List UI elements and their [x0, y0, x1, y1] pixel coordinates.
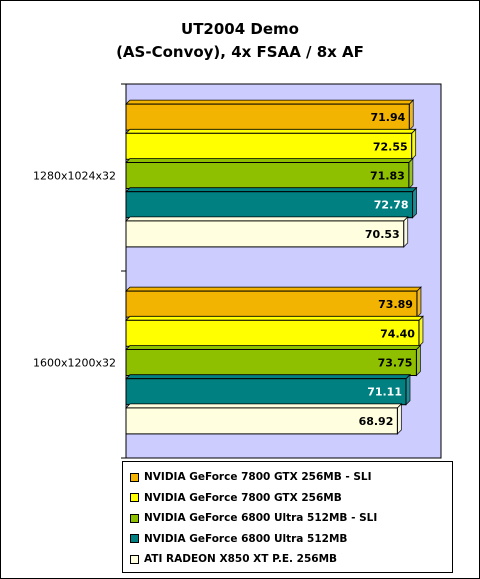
chart-legend: NVIDIA GeForce 7800 GTX 256MB - SLI NVIDI… [122, 461, 453, 573]
bar-side [412, 186, 417, 219]
legend-swatch [130, 513, 139, 523]
bar [125, 319, 420, 347]
legend-swatch [130, 472, 139, 482]
bar-value-label: 71.94 [370, 111, 405, 124]
bar-side [408, 99, 414, 132]
bar-value-label: 68.92 [359, 415, 394, 428]
bar-side [415, 344, 421, 377]
bar [125, 220, 405, 248]
bar-top [125, 374, 411, 380]
category-label: 1280x1024x32 [33, 170, 116, 183]
legend-label: ATI RADEON X850 XT P.E. 256MB [144, 553, 338, 565]
legend-item: ATI RADEON X850 XT P.E. 256MB [130, 550, 337, 568]
bar [125, 290, 418, 318]
legend-label: NVIDIA GeForce 6800 Ultra 512MB - SLI [144, 512, 378, 524]
bar-side [396, 402, 402, 435]
bar [125, 162, 410, 189]
bar-chart: 1280x1024x32 71.94 72.55 71.83 72.78 70.53 160… [33, 83, 442, 459]
legend-swatch [130, 493, 139, 502]
bar-value-label: 74.40 [380, 327, 415, 340]
bar-side [416, 286, 422, 319]
bar [125, 132, 413, 160]
bar-side [408, 157, 414, 190]
bar-value-label: 73.89 [378, 298, 413, 311]
chart-title: UT2004 Demo (AS-Convoy), 4x FSAA / 8x AF [0, 18, 480, 64]
bar-top [125, 158, 414, 163]
bar [125, 191, 414, 219]
legend-item: NVIDIA GeForce 7800 GTX 256MB [130, 489, 342, 507]
bar-value-label: 71.11 [367, 386, 402, 399]
legend-label: NVIDIA GeForce 7800 GTX 256MB - SLI [144, 471, 372, 483]
bar-side [403, 215, 409, 248]
bar [125, 349, 417, 376]
bar-top [125, 315, 424, 321]
bar-value-label: 73.75 [378, 357, 413, 370]
bar-top [125, 99, 415, 105]
bar-top [125, 128, 417, 134]
bar-value-label: 71.83 [370, 170, 405, 183]
bar-top [125, 345, 422, 350]
bar-value-label: 72.78 [374, 199, 409, 212]
legend-swatch [130, 534, 139, 543]
chart-title-line-2: (AS-Convoy), 4x FSAA / 8x AF [116, 43, 364, 61]
bar-top [125, 286, 422, 292]
legend-item: NVIDIA GeForce 6800 Ultra 512MB - SLI [130, 509, 377, 527]
bar-side [405, 373, 411, 406]
bar-side [418, 315, 424, 348]
legend-item: NVIDIA GeForce 7800 GTX 256MB - SLI [130, 468, 372, 486]
bar-side [411, 128, 417, 161]
bar-top [125, 187, 418, 193]
bar [125, 378, 407, 406]
bar-value-label: 70.53 [365, 228, 400, 241]
bar [125, 407, 398, 435]
bar [125, 103, 410, 131]
chart-title-line-1: UT2004 Demo [181, 20, 299, 38]
category-label: 1600x1200x32 [33, 357, 116, 370]
bar-top [125, 216, 409, 222]
bar-value-label: 72.55 [373, 140, 408, 153]
legend-item: NVIDIA GeForce 6800 Ultra 512MB [130, 530, 347, 548]
legend-label: NVIDIA GeForce 7800 GTX 256MB [144, 491, 342, 504]
legend-swatch [130, 554, 139, 564]
bar-top [125, 403, 403, 409]
legend-label: NVIDIA GeForce 6800 Ultra 512MB [144, 532, 348, 545]
